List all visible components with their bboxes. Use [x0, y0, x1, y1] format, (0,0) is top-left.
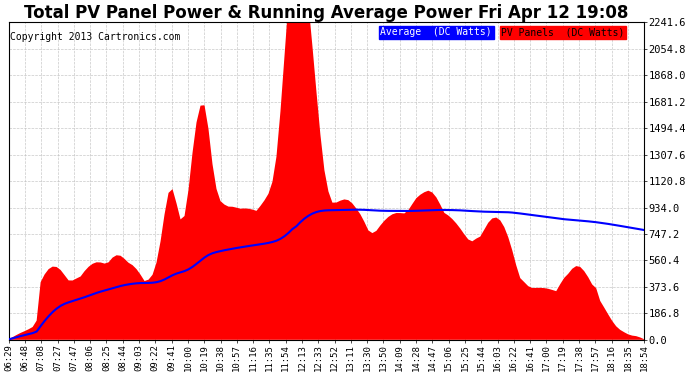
Title: Total PV Panel Power & Running Average Power Fri Apr 12 19:08: Total PV Panel Power & Running Average P… [24, 4, 629, 22]
Text: PV Panels  (DC Watts): PV Panels (DC Watts) [501, 27, 624, 37]
Text: Average  (DC Watts): Average (DC Watts) [380, 27, 492, 37]
Text: Copyright 2013 Cartronics.com: Copyright 2013 Cartronics.com [10, 32, 180, 42]
